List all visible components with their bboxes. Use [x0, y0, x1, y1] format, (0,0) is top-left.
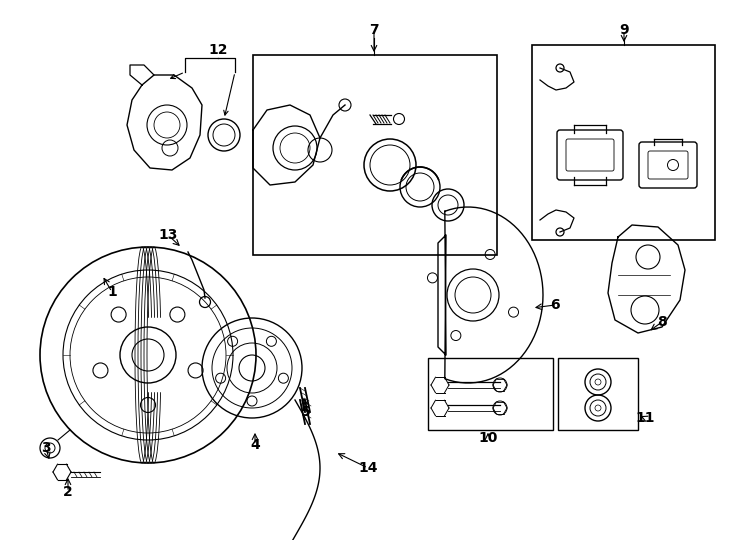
Text: 3: 3 [41, 441, 51, 455]
Text: 11: 11 [635, 411, 655, 425]
Text: 1: 1 [107, 285, 117, 299]
Text: 7: 7 [369, 23, 379, 37]
Text: 4: 4 [250, 438, 260, 452]
Text: 9: 9 [619, 23, 629, 37]
Bar [558, 358, 638, 430]
Text: 8: 8 [657, 315, 667, 329]
Text: 5: 5 [301, 405, 311, 419]
Bar [532, 45, 715, 240]
Text: 6: 6 [550, 298, 560, 312]
Text: 10: 10 [479, 431, 498, 445]
Text: 2: 2 [63, 485, 73, 499]
Bar [428, 358, 553, 430]
Text: 14: 14 [358, 461, 378, 475]
Text: 12: 12 [208, 43, 228, 57]
Bar [253, 55, 497, 255]
Text: 13: 13 [159, 228, 178, 242]
